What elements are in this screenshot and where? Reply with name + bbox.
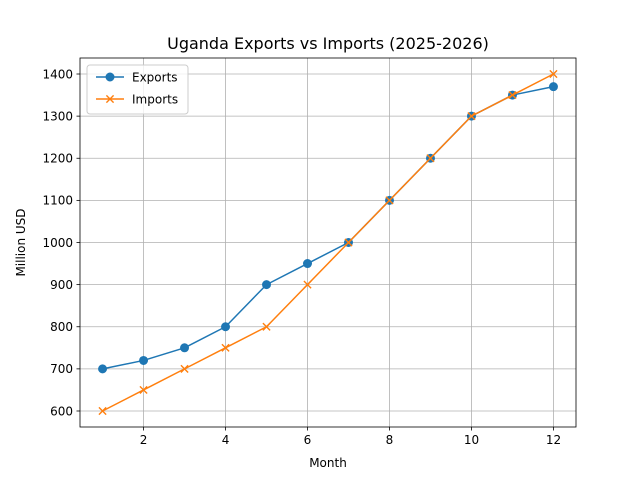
imports-point-11 <box>508 90 517 100</box>
imports-point-5 <box>262 322 271 331</box>
imports-point-3-stroke-b <box>180 364 189 373</box>
legend-exports-marker <box>105 72 115 82</box>
imports-point-7-stroke-b <box>344 238 353 247</box>
legend-imports-marker-stroke-b <box>105 94 115 104</box>
imports-point-4-stroke-b <box>221 343 230 352</box>
y-tick-label-1200: 1200 <box>42 152 73 166</box>
y-tick-label-800: 800 <box>50 320 73 334</box>
exports-point-4 <box>221 322 231 332</box>
legend: Exports Imports <box>86 64 189 115</box>
exports-point-5 <box>262 280 272 290</box>
series-imports <box>98 69 558 416</box>
exports-point-3 <box>180 343 190 353</box>
y-tick-label-700: 700 <box>50 362 73 376</box>
imports-point-10 <box>467 112 476 121</box>
exports-point-12 <box>548 82 558 92</box>
grid <box>80 58 576 427</box>
series-layer <box>98 69 558 416</box>
imports-point-9-stroke-b <box>426 154 435 163</box>
exports-point-2 <box>139 355 149 365</box>
imports-point-4 <box>221 343 230 352</box>
x-axis-label: Month <box>309 456 347 470</box>
legend-exports-label: Exports <box>132 70 178 84</box>
exports-point-6 <box>303 259 313 269</box>
y-tick-label-1100: 1100 <box>42 194 73 208</box>
imports-point-8 <box>385 196 394 205</box>
x-tick-label-2: 2 <box>140 433 148 447</box>
imports-point-3 <box>180 364 189 373</box>
imports-point-11-stroke-b <box>508 90 517 100</box>
y-tick-label-900: 900 <box>50 278 73 292</box>
y-tick-label-1300: 1300 <box>42 109 73 123</box>
imports-point-10-stroke-b <box>467 112 476 121</box>
y-tick-label-1400: 1400 <box>42 67 73 81</box>
legend-imports-marker <box>105 94 115 104</box>
x-tick-label-12: 12 <box>546 433 561 447</box>
y-tick-label-600: 600 <box>50 404 73 418</box>
imports-point-2 <box>139 385 148 395</box>
imports-point-8-stroke-b <box>385 196 394 205</box>
imports-point-9 <box>426 154 435 163</box>
chart-title: Uganda Exports vs Imports (2025-2026) <box>167 34 489 53</box>
imports-line <box>102 73 554 412</box>
imports-point-6 <box>303 280 312 289</box>
imports-point-5-stroke-b <box>262 322 271 331</box>
y-tick-label-1000: 1000 <box>42 236 73 250</box>
y-axis-label: Million USD <box>14 208 28 276</box>
exports-point-1 <box>98 364 108 374</box>
x-tick-label-6: 6 <box>304 433 312 447</box>
imports-point-1 <box>98 406 107 416</box>
imports-point-7 <box>344 238 353 247</box>
x-tick-label-10: 10 <box>464 433 479 447</box>
axis-ticks: 2 4 6 8 10 12 600 700 800 900 1000 1100 1200 1300 1400 <box>42 67 561 447</box>
legend-imports-label: Imports <box>132 92 178 106</box>
imports-point-12-stroke-b <box>549 69 558 79</box>
imports-point-2-stroke-b <box>139 385 148 395</box>
imports-point-6-stroke-b <box>303 280 312 289</box>
x-tick-label-4: 4 <box>222 433 230 447</box>
imports-point-12 <box>549 69 558 79</box>
x-tick-label-8: 8 <box>386 433 394 447</box>
imports-point-1-stroke-b <box>98 406 107 416</box>
